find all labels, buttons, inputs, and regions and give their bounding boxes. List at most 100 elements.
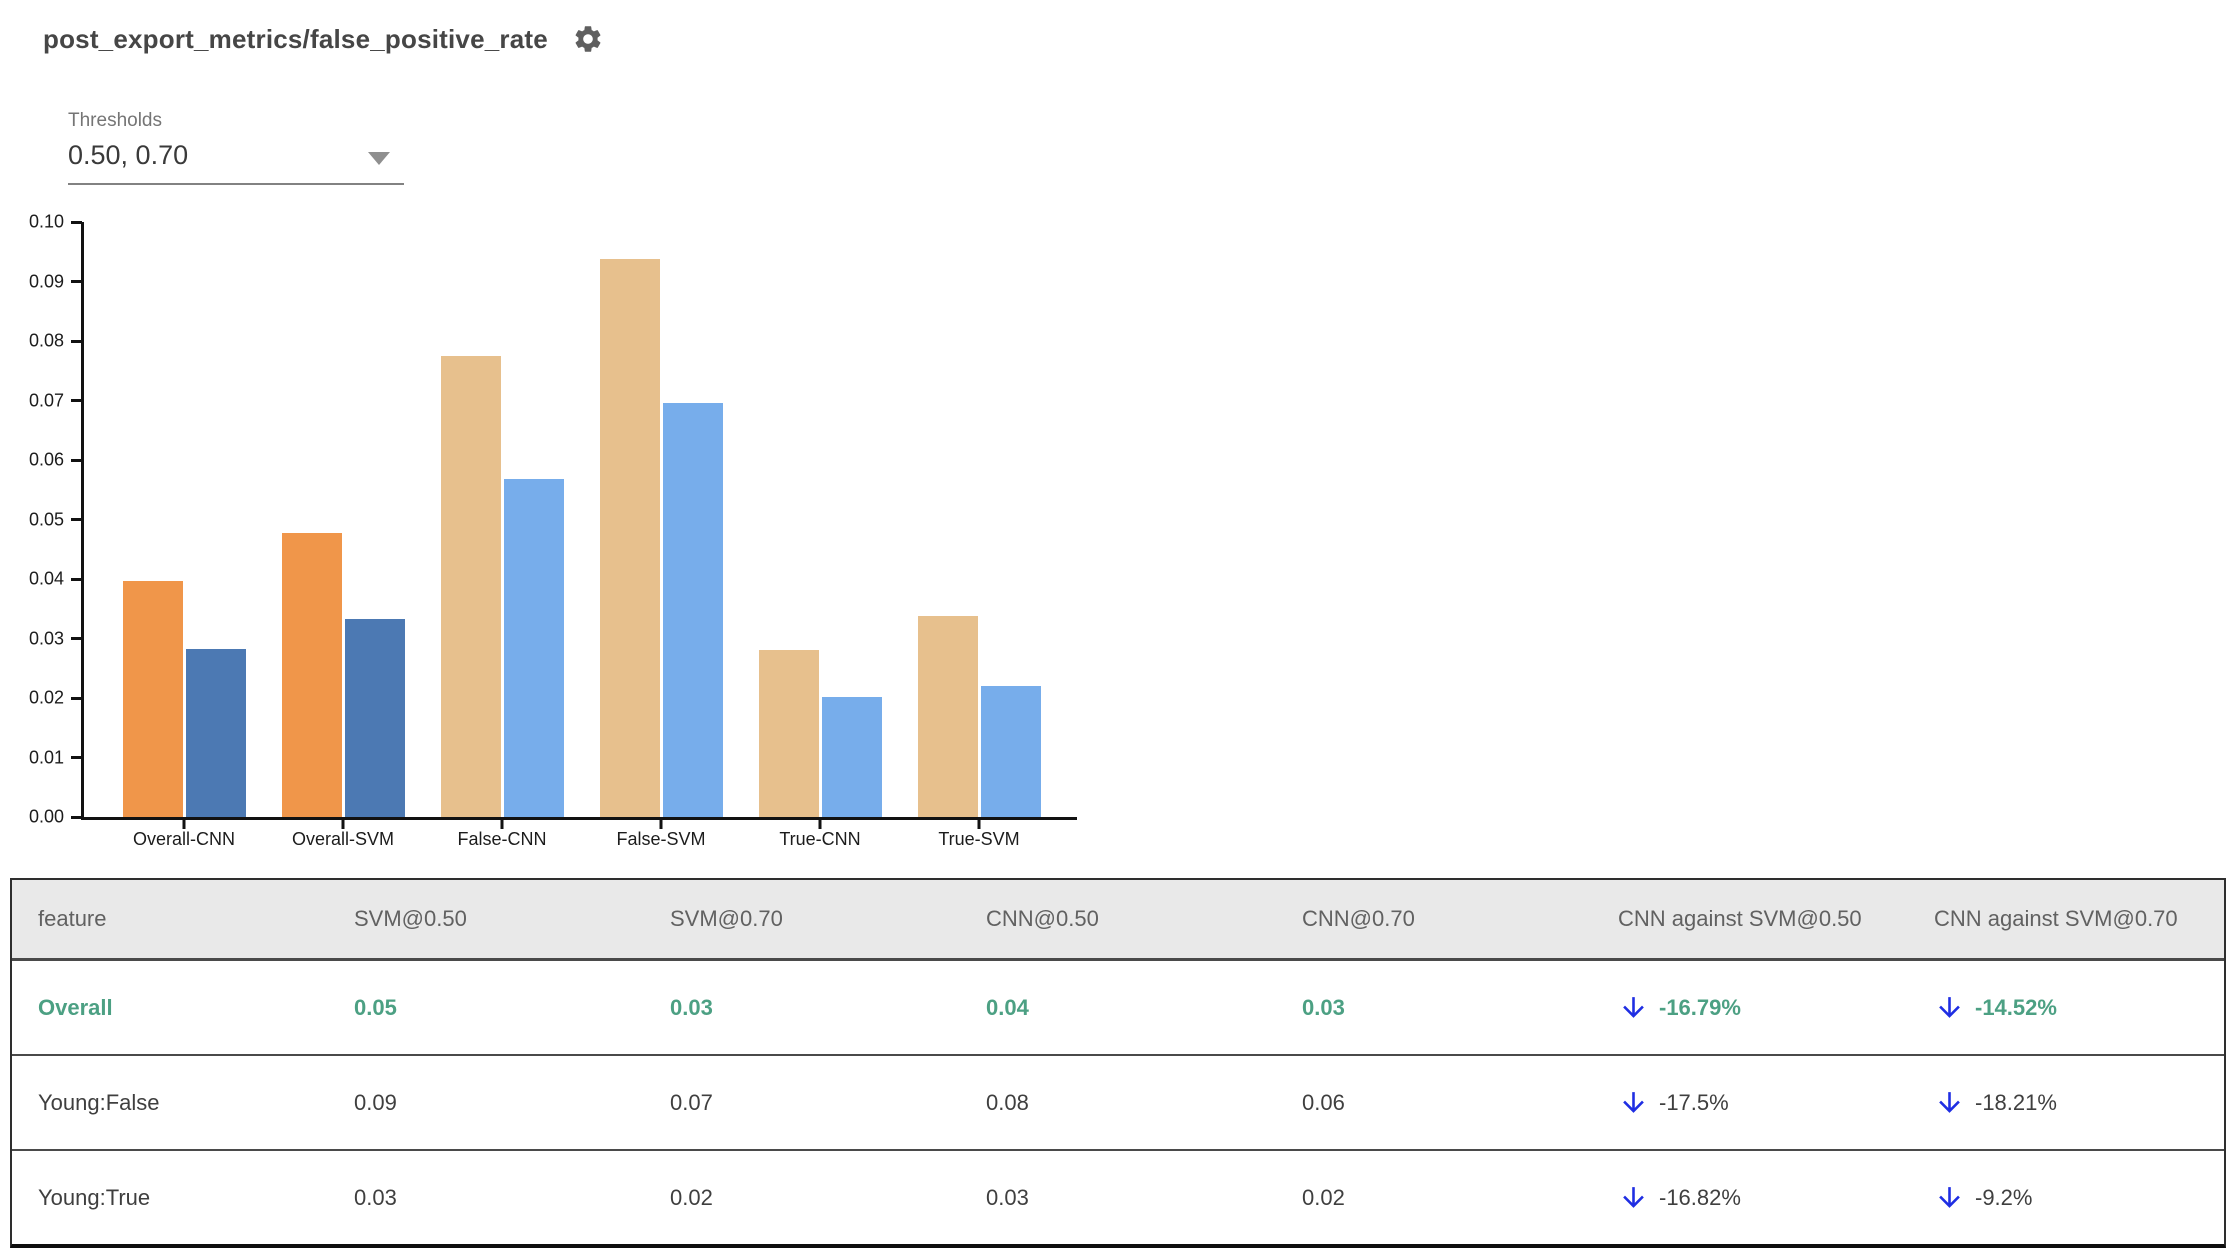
arrow-down-icon [1623,1187,1644,1208]
y-axis-tick-label: 0.10 [28,211,64,232]
settings-gear-icon[interactable] [572,22,606,56]
y-axis-tick [71,339,82,343]
column-header-feature: feature [38,906,107,931]
delta-cell: -16.79% [1592,992,1908,1023]
y-axis-tick [71,815,82,819]
metric-value-cell: 0.09 [354,1089,397,1115]
metric-value-cell: 0.03 [670,994,713,1020]
chart-bar-overall-cnn-threshold-0-70[interactable] [186,649,246,817]
y-axis-tick-label: 0.00 [28,806,64,827]
delta-value: -17.5% [1659,1089,1729,1115]
x-axis-tick [182,820,186,829]
y-axis-tick [71,458,82,462]
feature-cell: Young:True [38,1184,151,1210]
y-axis-tick [71,220,82,224]
metrics-table: feature SVM@0.50 SVM@0.70 CNN@0.50 CNN@0.70 C… [10,878,2226,1248]
metric-value-cell: 0.05 [354,994,397,1020]
feature-cell: Overall [38,994,113,1020]
chart-bar-false-svm-threshold-0-50[interactable] [600,259,660,817]
y-axis-tick [71,637,82,640]
metric-value-cell: 0.04 [986,994,1029,1020]
y-axis-tick-label: 0.07 [28,390,64,410]
chart-bar-true-cnn-threshold-0-70[interactable] [822,697,882,817]
y-axis-tick [71,756,82,759]
x-axis-label-overall-cnn: Overall-CNN [132,829,236,849]
chart-bar-overall-svm-threshold-0-70[interactable] [345,619,405,817]
y-axis-tick-label: 0.01 [28,747,64,767]
metric-value-cell: 0.02 [1302,1184,1345,1210]
arrow-down-icon [1623,997,1644,1018]
y-axis-tick [71,518,82,521]
column-header-svm-0-70: SVM@0.70 [670,906,783,931]
x-axis-tick [977,820,981,829]
delta-value: -18.21% [1975,1089,2057,1115]
arrow-down-icon [1939,997,1960,1018]
delta-cell: -16.82% [1592,1182,1908,1213]
chart-bar-overall-svm-threshold-0-50[interactable] [282,533,342,817]
chart-bar-true-svm-threshold-0-50[interactable] [918,616,978,817]
chart-plot-area: 0.00 0.01 0.02 0.03 0.04 0.05 0.06 0.07 0.08 0.09… [29,212,1077,849]
y-axis-tick-label: 0.05 [28,509,64,529]
arrow-down-icon [1623,1092,1644,1113]
y-axis-tick-label: 0.08 [28,330,64,351]
thresholds-label: Thresholds [68,110,162,131]
x-axis-label-overall-svm: Overall-SVM [291,829,395,849]
y-axis-tick-label: 0.09 [28,271,64,291]
metric-value-cell: 0.08 [986,1089,1029,1115]
metric-value-cell: 0.06 [1302,1089,1345,1115]
x-axis-tick [818,820,822,829]
metric-value-cell: 0.03 [354,1184,397,1210]
chart-bar-true-cnn-threshold-0-50[interactable] [759,650,819,817]
chart-bar-false-cnn-threshold-0-50[interactable] [441,356,501,817]
y-axis-tick [71,399,82,402]
y-axis-tick [71,696,82,700]
chart-bar-overall-cnn-threshold-0-50[interactable] [123,581,183,817]
delta-value: -14.52% [1975,994,2057,1020]
delta-value: -16.82% [1659,1184,1741,1210]
y-axis-tick [71,280,82,283]
x-axis-tick [500,820,504,829]
panel-header: post_export_metrics/false_positive_rate [43,22,606,56]
x-axis-label-true-cnn: True-CNN [779,829,861,849]
column-header-cnn-against-svm-0-70: CNN against SVM@0.70 [1934,906,2178,931]
column-header-cnn-0-70: CNN@0.70 [1302,906,1415,931]
delta-cell: -17.5% [1592,1087,1908,1118]
metric-value-cell: 0.03 [1302,994,1345,1020]
x-axis-label-false-svm: False-SVM [616,829,706,849]
feature-cell: Young:False [38,1089,160,1115]
chart-bar-false-svm-threshold-0-70[interactable] [663,403,723,817]
column-header-cnn-against-svm-0-50: CNN against SVM@0.50 [1618,906,1862,931]
table-row-young-true: Young:True 0.03 0.02 0.03 0.02 -16.82% -9.2% [12,1151,2224,1244]
y-axis-tick-label: 0.04 [28,568,64,589]
y-axis-tick-label: 0.02 [28,687,64,708]
column-header-cnn-0-50: CNN@0.50 [986,906,1099,931]
table-row-young-false: Young:False 0.09 0.07 0.08 0.06 -17.5% -18.21% [12,1056,2224,1151]
thresholds-dropdown[interactable]: Thresholds 0.50, 0.70 [68,110,404,185]
metric-value-cell: 0.02 [670,1184,713,1210]
table-body: Overall 0.05 0.03 0.04 0.03 -16.79% -14.52% You… [12,961,2224,1244]
delta-value: -16.79% [1659,994,1741,1020]
table-row-overall: Overall 0.05 0.03 0.04 0.03 -16.79% -14.52% [12,961,2224,1056]
y-axis-tick-label: 0.06 [28,449,64,470]
bar-chart: 0.00 0.01 0.02 0.03 0.04 0.05 0.06 0.07 0.08 0.09… [29,212,1077,849]
chart-bar-true-svm-threshold-0-70[interactable] [981,686,1041,817]
x-axis-label-false-cnn: False-CNN [457,829,547,849]
y-axis-tick [71,577,82,581]
chart-bar-false-cnn-threshold-0-70[interactable] [504,479,564,817]
chevron-down-icon [368,152,390,165]
x-axis-tick [341,820,345,829]
metric-value-cell: 0.07 [670,1089,713,1115]
arrow-down-icon [1939,1187,1960,1208]
metric-value-cell: 0.03 [986,1184,1029,1210]
column-header-svm-0-50: SVM@0.50 [354,906,467,931]
delta-cell: -14.52% [1908,992,2224,1023]
delta-value: -9.2% [1975,1184,2033,1210]
y-axis-tick-label: 0.03 [28,628,64,648]
metric-title: post_export_metrics/false_positive_rate [43,23,548,54]
delta-cell: -9.2% [1908,1182,2224,1213]
x-axis-label-true-svm: True-SVM [938,829,1020,849]
table-header-row: feature SVM@0.50 SVM@0.70 CNN@0.50 CNN@0.70 C… [12,880,2224,961]
delta-cell: -18.21% [1908,1087,2224,1118]
x-axis-tick [659,820,663,829]
